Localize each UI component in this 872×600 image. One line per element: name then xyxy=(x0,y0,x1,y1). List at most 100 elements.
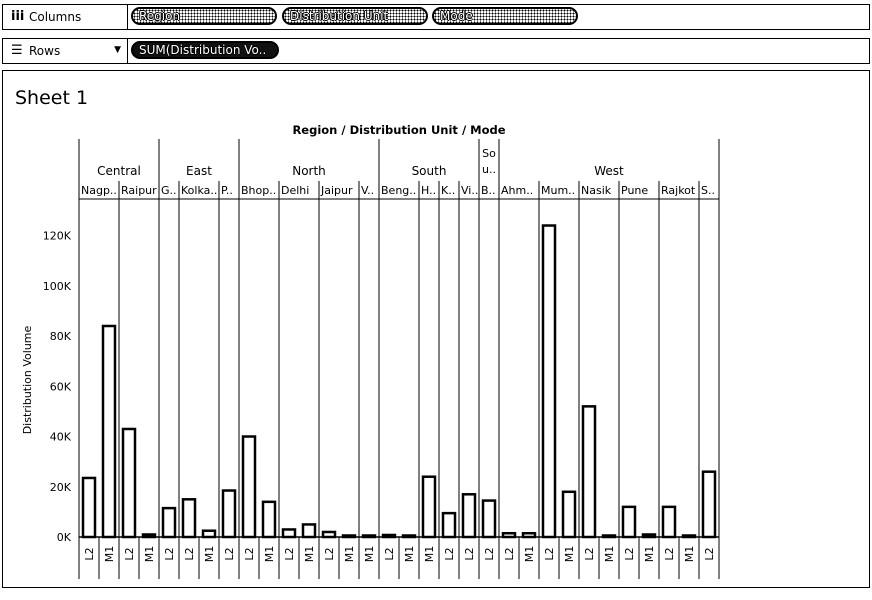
chart-title: Region / Distribution Unit / Mode xyxy=(292,123,505,137)
unit-label: H.. xyxy=(421,184,436,197)
region-pill[interactable]: Region xyxy=(131,7,277,25)
unit-label: Bhop.. xyxy=(241,184,276,197)
bar-L2 xyxy=(541,224,557,539)
region-label: Central xyxy=(97,164,141,178)
unit-label: K.. xyxy=(441,184,455,197)
region-label: West xyxy=(594,164,624,178)
bar-M1 xyxy=(301,523,317,539)
unit-label: G.. xyxy=(161,184,177,197)
unit-label: B.. xyxy=(481,184,496,197)
bar-L2 xyxy=(461,493,477,539)
bar-L2 xyxy=(501,531,517,539)
distribution-unit-pill[interactable]: Distribution Unit xyxy=(282,7,428,25)
bar-M1 xyxy=(361,534,377,539)
mode-pill[interactable]: Mode xyxy=(432,7,578,25)
bar-L2 xyxy=(381,533,397,539)
mode-label: L2 xyxy=(123,547,136,560)
unit-label: Nasik xyxy=(581,184,612,197)
unit-label: S.. xyxy=(701,184,715,197)
bar-L2 xyxy=(181,498,197,539)
bar-M1 xyxy=(601,534,617,539)
unit-label: Nagp.. xyxy=(81,184,117,197)
y-tick-label: 120K xyxy=(43,230,72,243)
mode-label: L2 xyxy=(183,547,196,560)
bar-L2 xyxy=(161,506,177,539)
columns-shelf-label: iii Columns xyxy=(3,5,128,29)
mode-label: M1 xyxy=(423,546,436,563)
mode-label: L2 xyxy=(283,547,296,560)
bar-M1 xyxy=(561,490,577,539)
region-label: East xyxy=(186,164,212,178)
mode-label: M1 xyxy=(603,546,616,563)
unit-label: Rajkot xyxy=(661,184,696,197)
mode-label: M1 xyxy=(563,546,576,563)
unit-label: P.. xyxy=(221,184,233,197)
bar-L2 xyxy=(81,476,97,539)
sum-distribution-volume-pill[interactable]: SUM(Distribution Vo.. xyxy=(131,41,279,59)
y-tick-label: 100K xyxy=(43,280,72,293)
sheet-title: Sheet 1 xyxy=(15,87,89,109)
bar-L2 xyxy=(241,435,257,539)
bar-L2 xyxy=(621,505,637,539)
chevron-down-icon[interactable]: ▼ xyxy=(114,45,121,55)
unit-label: Pune xyxy=(621,184,648,197)
mode-label: M1 xyxy=(363,546,376,563)
mode-label: L2 xyxy=(243,547,256,560)
bar-chart: Region / Distribution Unit / Mode Distrib… xyxy=(21,123,720,579)
columns-icon: iii xyxy=(11,9,25,24)
bar-L2 xyxy=(581,405,597,539)
y-tick-label: 80K xyxy=(50,330,72,343)
rows-label: Rows xyxy=(29,44,61,58)
bar-L2 xyxy=(121,427,137,539)
mode-label: M1 xyxy=(103,546,116,563)
bar-M1 xyxy=(261,500,277,539)
bar-L2 xyxy=(221,489,237,539)
bar-M1 xyxy=(141,533,157,539)
mode-label: M1 xyxy=(143,546,156,563)
mode-label: M1 xyxy=(523,546,536,563)
y-tick-label: 60K xyxy=(50,380,72,393)
mode-label: L2 xyxy=(583,547,596,560)
bar-M1 xyxy=(201,529,217,539)
y-tick-label: 20K xyxy=(50,481,72,494)
bar-M1 xyxy=(521,531,537,539)
bar-M1 xyxy=(681,534,697,539)
rows-icon: ☰ xyxy=(11,43,23,58)
bar-M1 xyxy=(341,534,357,539)
mode-label: M1 xyxy=(263,546,276,563)
mode-label: L2 xyxy=(503,547,516,560)
bar-L2 xyxy=(481,499,497,539)
y-axis-title: Distribution Volume xyxy=(21,325,34,434)
mode-label: L2 xyxy=(663,547,676,560)
mode-label: L2 xyxy=(703,547,716,560)
mode-label: M1 xyxy=(303,546,316,563)
bar-L2 xyxy=(321,530,337,539)
columns-shelf: iii Columns Region Distribution Unit Mod… xyxy=(2,4,870,30)
mode-label: L2 xyxy=(323,547,336,560)
unit-label: Jaipur xyxy=(320,184,353,197)
mode-label: L2 xyxy=(483,547,496,560)
mode-label: M1 xyxy=(203,546,216,563)
rows-shelf-label: ☰ Rows ▼ xyxy=(3,39,128,63)
bar-M1 xyxy=(101,324,117,539)
mode-label: L2 xyxy=(463,547,476,560)
unit-label: V.. xyxy=(361,184,374,197)
mode-label: M1 xyxy=(343,546,356,563)
unit-label: Delhi xyxy=(281,184,309,197)
unit-label: Kolka.. xyxy=(181,184,217,197)
region-label: So xyxy=(482,147,496,160)
rows-shelf: ☰ Rows ▼ SUM(Distribution Vo.. xyxy=(2,38,870,64)
bar-M1 xyxy=(641,533,657,539)
mode-label: L2 xyxy=(543,547,556,560)
bar-M1 xyxy=(421,475,437,539)
bar-L2 xyxy=(441,511,457,539)
sheet-panel: Sheet 1 Region / Distribution Unit / Mod… xyxy=(2,70,870,588)
mode-label: L2 xyxy=(223,547,236,560)
mode-label: L2 xyxy=(623,547,636,560)
y-tick-label: 40K xyxy=(50,431,72,444)
mode-label: L2 xyxy=(443,547,456,560)
columns-label: Columns xyxy=(29,10,82,24)
region-label: u.. xyxy=(482,163,496,176)
mode-label: M1 xyxy=(403,546,416,563)
unit-label: Ahm.. xyxy=(501,184,533,197)
